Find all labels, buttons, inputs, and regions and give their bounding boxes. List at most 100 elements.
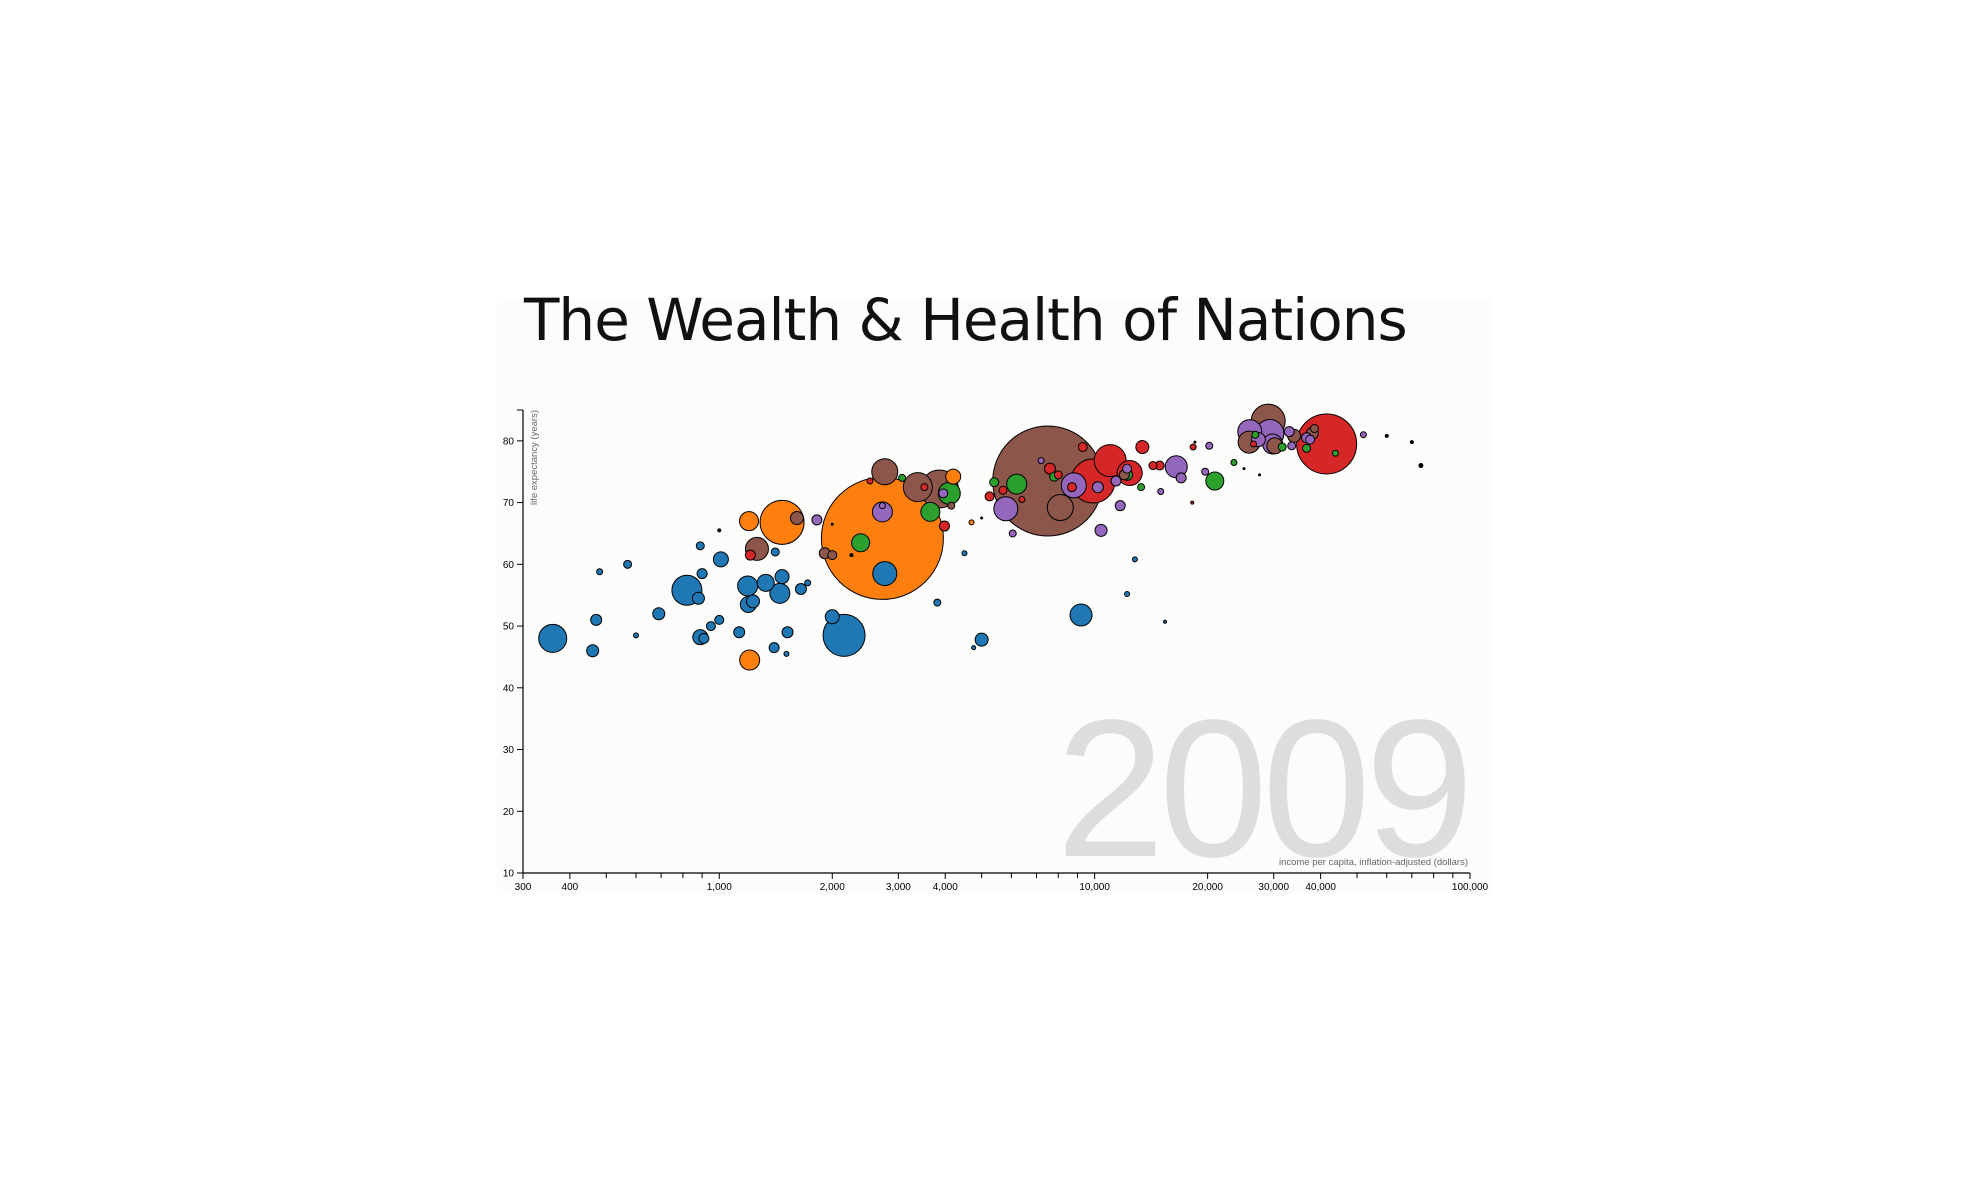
bubble-point (1384, 433, 1389, 438)
bubble-point (705, 621, 716, 632)
bubble-point (1331, 449, 1339, 457)
bubble-point (1131, 556, 1138, 563)
bubble-point (1006, 473, 1028, 495)
y-tick-label: 30 (503, 745, 515, 756)
bubble-point (871, 458, 899, 486)
bubble-point (945, 468, 962, 485)
bubble-point (691, 591, 705, 605)
year-label: 2009 (1056, 679, 1468, 898)
bubble-point (1110, 475, 1122, 487)
bubble-point (781, 626, 794, 639)
bubble-point (696, 568, 708, 580)
bubble-point (1148, 461, 1158, 471)
bubble-point (714, 614, 725, 625)
bubble-point (1037, 457, 1045, 465)
bubble-point (998, 485, 1008, 495)
bubble-point (1305, 434, 1316, 445)
x-tick-label: 4,000 (933, 882, 958, 893)
bubble-point (1230, 458, 1238, 466)
bubble-point (1094, 523, 1108, 537)
x-tick-label: 300 (515, 882, 532, 893)
bubble-point (586, 644, 600, 658)
bubble-point (1359, 431, 1367, 439)
bubble-point (1418, 463, 1424, 469)
bubble-point (1091, 481, 1104, 494)
bubble-point (1205, 471, 1225, 491)
bubble-point (1287, 441, 1297, 451)
bubble-point (738, 511, 759, 532)
bubble-point (759, 499, 805, 545)
chart-panel (497, 298, 1492, 894)
bubble-point (733, 626, 746, 639)
bubble-point (1258, 473, 1262, 477)
y-tick-label: 70 (503, 498, 515, 509)
bubble-point (1135, 440, 1150, 455)
bubble-point (971, 645, 977, 651)
bubble-point (783, 650, 790, 657)
bubble-point (590, 613, 603, 626)
bubble-point (920, 501, 941, 522)
bubble-point (1122, 463, 1133, 474)
bubble-point (698, 632, 710, 644)
bubble-point (902, 472, 933, 503)
bubble-point (1046, 494, 1074, 522)
bubble-point (947, 501, 956, 510)
bubble-point (1066, 482, 1077, 493)
y-tick-label: 60 (503, 560, 515, 571)
x-tick-label: 10,000 (1079, 882, 1110, 893)
bubble-point (623, 559, 633, 569)
bubble-point (756, 573, 775, 592)
y-tick-label: 20 (503, 807, 515, 818)
bubble-point (1137, 483, 1146, 492)
bubble-point (871, 501, 893, 523)
x-tick-label: 400 (562, 882, 579, 893)
bubble-point (1018, 496, 1026, 504)
bubble-point (1193, 440, 1197, 444)
bubble-point (1242, 467, 1246, 471)
bubble-point (746, 594, 761, 609)
bubble-point (632, 632, 639, 639)
chart-title: The Wealth & Health of Nations (524, 286, 1408, 354)
bubble-point (695, 541, 705, 551)
bubble-point (1175, 472, 1187, 484)
bubble-point (993, 496, 1019, 522)
bubble-point (1251, 430, 1260, 439)
bubble-point (1302, 443, 1312, 453)
y-axis: 10 20 30 40 50 60 70 80 (503, 409, 524, 880)
bubble-point (866, 477, 874, 485)
bubble-point (811, 514, 823, 526)
bubble-point (739, 649, 761, 671)
bubble-point (1283, 426, 1295, 438)
bubble-point (1069, 603, 1093, 627)
bubble-point (824, 609, 840, 625)
bubble-point (652, 607, 666, 621)
bubble-point (938, 488, 949, 499)
bubble-point (1053, 470, 1063, 480)
bubble-point (980, 516, 984, 520)
x-tick-label: 40,000 (1305, 882, 1336, 893)
y-tick-label: 10 (503, 869, 515, 880)
bubble-point (830, 522, 834, 526)
y-tick-label: 40 (503, 683, 515, 694)
bubble-point (968, 519, 975, 526)
bubble-point (933, 598, 942, 607)
bubble-point (1077, 442, 1088, 453)
bubble-point (768, 642, 780, 654)
x-tick-label: 20,000 (1192, 882, 1223, 893)
bubble-point (1409, 440, 1414, 445)
bubble-point (984, 491, 995, 502)
bubble-point (938, 520, 950, 532)
bubble-point (989, 477, 1000, 488)
bubble-point (1309, 424, 1319, 434)
bubble-point (920, 483, 929, 492)
bubble-point (849, 553, 854, 558)
bubble-point (804, 579, 812, 587)
bubble-point (1157, 487, 1165, 495)
bubble-point (794, 583, 807, 596)
bubble-point (1190, 500, 1195, 505)
bubble-point (872, 561, 898, 587)
bubble-point (974, 632, 989, 647)
bubble-point (878, 502, 886, 510)
bubble-point (1201, 467, 1210, 476)
x-axis: 300 400 1,000 2,000 3,000 4,000 10,000 20,000 30… (515, 872, 1489, 893)
